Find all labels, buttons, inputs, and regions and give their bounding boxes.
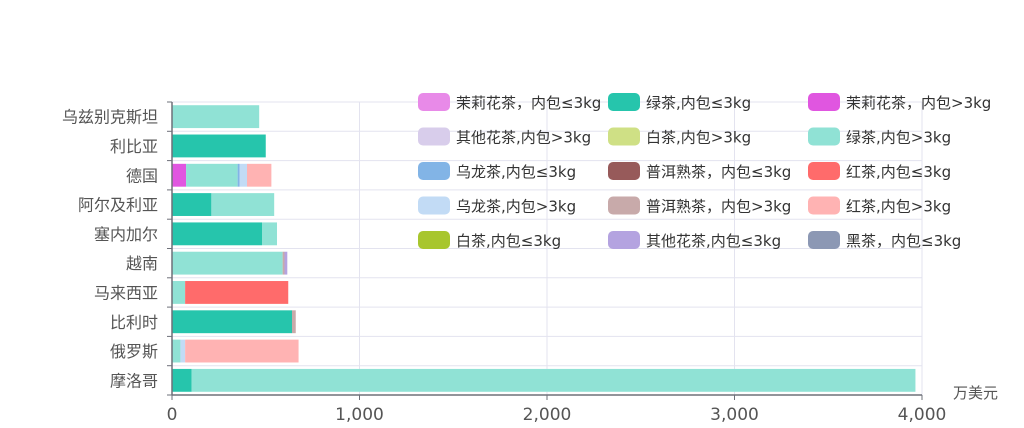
x-tick-label: 4,000 xyxy=(898,405,947,425)
bars xyxy=(172,105,916,392)
y-tick-label: 摩洛哥 xyxy=(110,371,158,390)
legend-label: 茉莉花茶，内包≤3kg xyxy=(456,94,601,112)
legend-item[interactable]: 绿茶,内包>3kg xyxy=(808,127,951,147)
legend-swatch xyxy=(608,196,640,215)
legend-item[interactable]: 乌龙茶,内包≤3kg xyxy=(418,162,576,181)
bar-segment xyxy=(172,105,260,129)
y-tick-label: 利比亚 xyxy=(110,137,158,156)
legend-item[interactable]: 普洱熟茶，内包≤3kg xyxy=(608,162,791,181)
bar-segment xyxy=(237,163,240,187)
legend-swatch xyxy=(608,93,640,111)
legend-swatch xyxy=(808,93,840,111)
legend-swatch xyxy=(418,196,450,215)
legend-item[interactable]: 茉莉花茶，内包>3kg xyxy=(808,93,991,112)
bar-segment xyxy=(172,222,262,246)
legend-item[interactable]: 绿茶,内包≤3kg xyxy=(608,93,751,112)
y-tick-label: 阿尔及利亚 xyxy=(78,196,158,215)
legend-label: 普洱熟茶，内包≤3kg xyxy=(646,163,791,181)
legend-item[interactable]: 普洱熟茶，内包>3kg xyxy=(608,196,791,216)
x-unit-label: 万美元 xyxy=(953,384,998,402)
legend-label: 普洱熟茶，内包>3kg xyxy=(646,198,791,216)
legend-label: 黑茶，内包≤3kg xyxy=(846,232,961,250)
bar-segment xyxy=(284,251,288,275)
legend-label: 白茶,内包>3kg xyxy=(646,129,751,147)
y-tick-label: 塞内加尔 xyxy=(94,225,158,244)
legend-swatch xyxy=(418,93,450,111)
bar-segment xyxy=(186,163,238,187)
bar-segment xyxy=(172,339,181,363)
legend-item[interactable]: 乌龙茶,内包>3kg xyxy=(418,196,576,216)
y-tick-label: 比利时 xyxy=(110,313,158,332)
x-tick-label: 1,000 xyxy=(335,405,384,425)
bar-segment xyxy=(172,251,283,275)
y-tick-label: 乌兹别克斯坦 xyxy=(62,108,158,127)
bar-segment xyxy=(292,310,296,334)
legend-swatch xyxy=(808,231,840,249)
legend-label: 红茶,内包≤3kg xyxy=(846,163,951,181)
bar-segment xyxy=(247,163,272,187)
legend-item[interactable]: 其他花茶,内包≤3kg xyxy=(608,231,781,250)
y-tick-label: 越南 xyxy=(126,254,158,273)
legend-label: 其他花茶,内包>3kg xyxy=(456,129,591,147)
legend-swatch xyxy=(808,127,840,146)
bar-segment xyxy=(172,310,292,334)
legend-swatch xyxy=(418,231,450,249)
legend-item[interactable]: 黑茶，内包≤3kg xyxy=(808,231,961,250)
legend-item[interactable]: 红茶,内包≤3kg xyxy=(808,162,951,181)
legend-swatch xyxy=(418,162,450,180)
legend-label: 红茶,内包>3kg xyxy=(846,198,951,216)
legend-label: 乌龙茶,内包≤3kg xyxy=(456,163,576,181)
legend-swatch xyxy=(608,162,640,180)
bar-segment xyxy=(172,193,212,216)
y-tick-label: 俄罗斯 xyxy=(110,342,158,361)
grid-lines xyxy=(172,101,923,396)
bar-segment xyxy=(172,368,192,392)
bar-segment xyxy=(282,251,285,275)
x-tick-label: 2,000 xyxy=(523,405,572,425)
legend-label: 茉莉花茶，内包>3kg xyxy=(846,94,991,112)
legend-swatch xyxy=(808,196,840,215)
legend-item[interactable]: 白茶,内包>3kg xyxy=(608,127,751,147)
bar-segment xyxy=(262,222,277,246)
y-tick-label: 德国 xyxy=(126,166,158,185)
bar-segment xyxy=(239,163,247,187)
bar-segment xyxy=(185,281,289,304)
x-tick-label: 0 xyxy=(167,405,178,425)
legend-label: 乌龙茶,内包>3kg xyxy=(456,198,576,216)
bar-segment xyxy=(172,281,186,304)
legend-item[interactable]: 其他花茶,内包>3kg xyxy=(418,127,591,147)
x-tick-label: 3,000 xyxy=(710,405,759,425)
legend-swatch xyxy=(608,127,640,146)
bar-segment xyxy=(172,163,187,187)
legend-label: 绿茶,内包≤3kg xyxy=(646,94,751,112)
legend-label: 白茶,内包≤3kg xyxy=(456,232,561,250)
bar-segment xyxy=(180,339,186,363)
legend-item[interactable]: 茉莉花茶，内包≤3kg xyxy=(418,93,601,112)
legend-label: 绿茶,内包>3kg xyxy=(846,129,951,147)
legend-label: 其他花茶,内包≤3kg xyxy=(646,232,781,250)
bar-segment xyxy=(211,193,275,216)
bar-segment xyxy=(172,134,266,158)
legend-swatch xyxy=(418,127,450,146)
bar-segment xyxy=(185,339,299,363)
legend-swatch xyxy=(608,231,640,249)
y-tick-label: 马来西亚 xyxy=(94,283,158,302)
legend-item[interactable]: 红茶,内包>3kg xyxy=(808,196,951,216)
legend-item[interactable]: 白茶,内包≤3kg xyxy=(418,231,561,250)
legend-swatch xyxy=(808,162,840,180)
legend[interactable]: 茉莉花茶，内包≤3kg 绿茶,内包≤3kg 茉莉花茶，内包>3kg 其他花茶,内包>3… xyxy=(418,93,991,250)
bar-segment xyxy=(191,368,916,392)
